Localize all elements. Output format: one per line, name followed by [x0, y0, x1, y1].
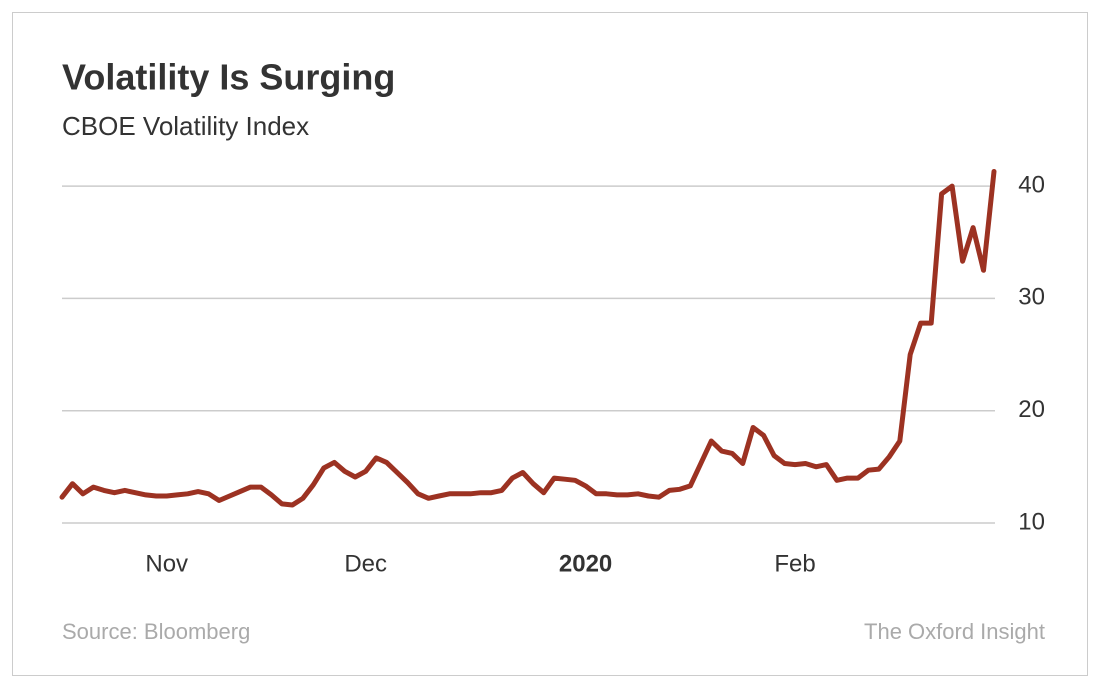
credit: The Oxford Insight: [864, 619, 1045, 644]
x-tick-label: Nov: [145, 550, 188, 577]
y-tick-label: 20: [1018, 396, 1045, 423]
x-tick-label: Feb: [774, 550, 815, 577]
y-tick-label: 10: [1018, 508, 1045, 535]
x-tick-label: 2020: [559, 550, 612, 577]
y-tick-label: 30: [1018, 284, 1045, 311]
chart-subtitle: CBOE Volatility Index: [62, 111, 309, 141]
line-series: [59, 169, 997, 508]
chart-title: Volatility Is Surging: [62, 57, 395, 98]
source: Source: Bloomberg: [62, 619, 250, 644]
y-tick-label: 40: [1018, 171, 1045, 198]
x-tick-label: Dec: [344, 550, 387, 577]
chart-frame: [12, 12, 1088, 676]
